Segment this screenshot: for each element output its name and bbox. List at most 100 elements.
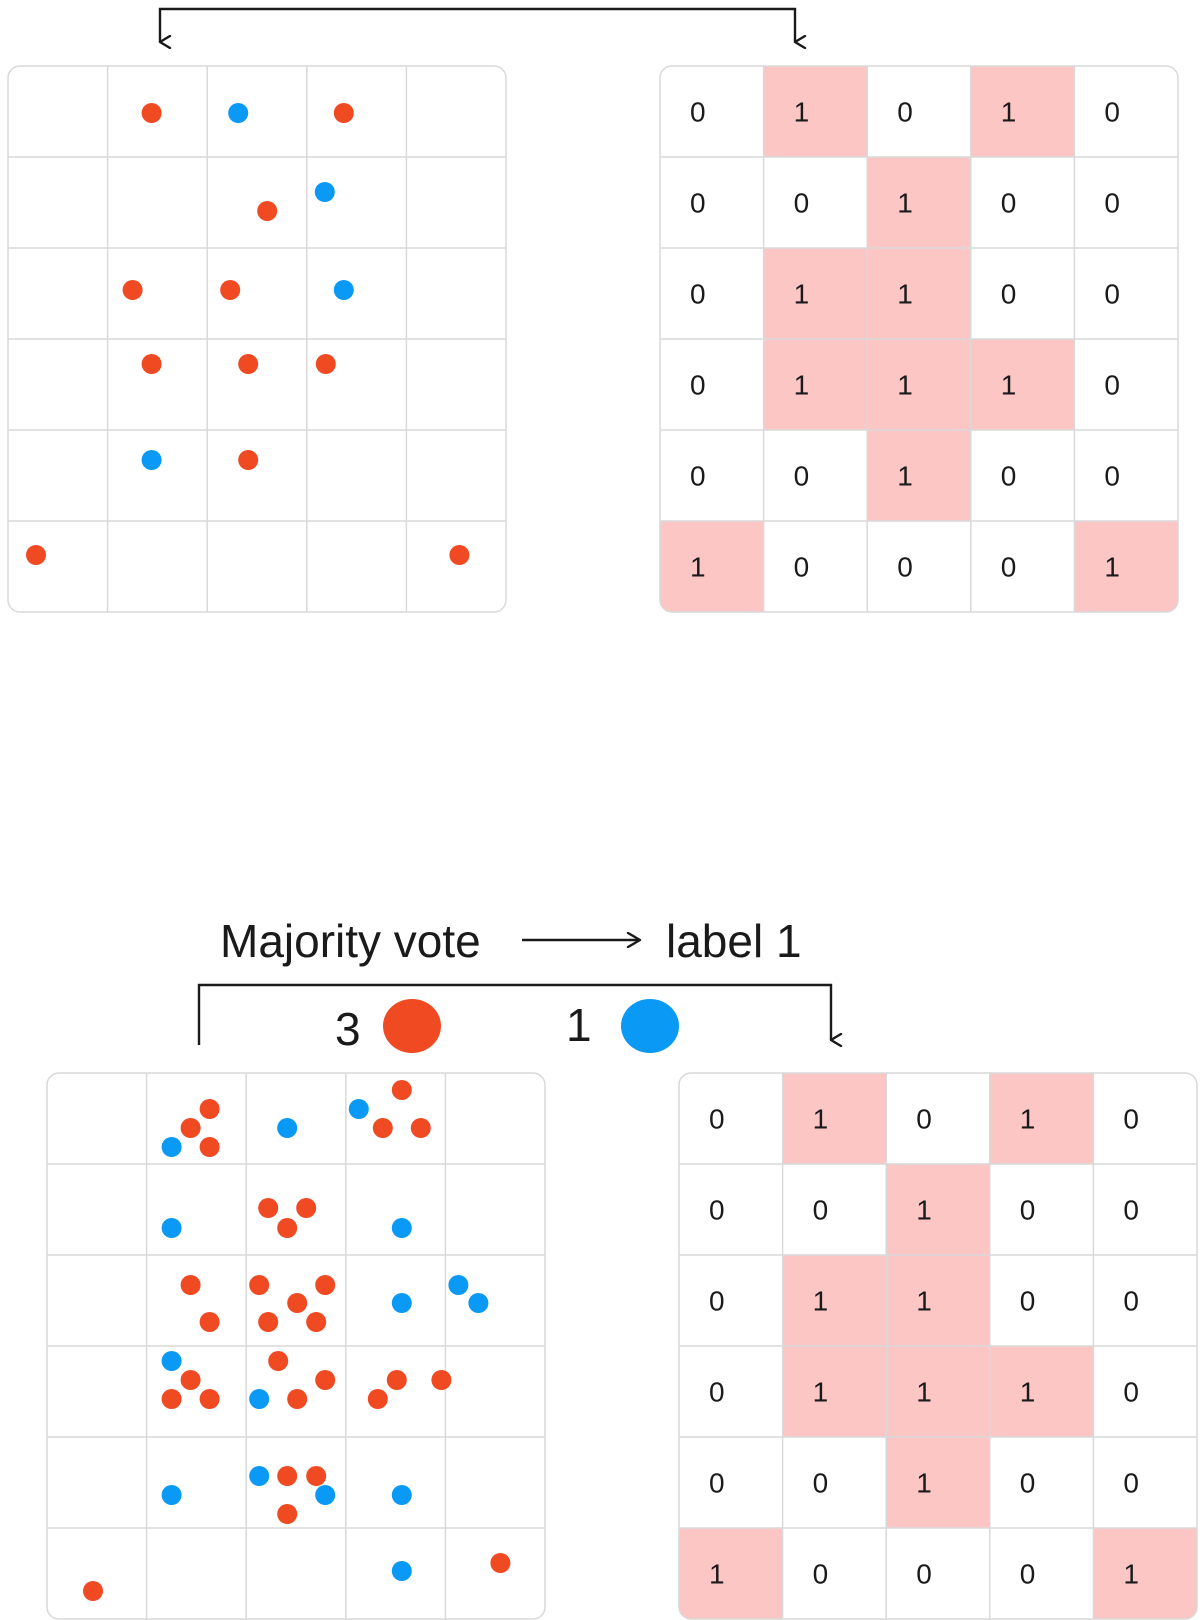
red-point (257, 201, 278, 221)
label-cell-value: 0 (709, 1286, 725, 1317)
grid-border (678, 1072, 1198, 1620)
highlight-cell (886, 1164, 990, 1255)
blue-point (391, 1218, 412, 1238)
label-cell-value: 0 (1104, 461, 1120, 492)
highlight-cell (660, 521, 764, 612)
red-point (83, 1581, 103, 1601)
label-cell-value: 0 (709, 1468, 725, 1499)
highlight-cell (867, 157, 971, 248)
label-cell-value: 0 (1104, 97, 1120, 128)
red-point (199, 1137, 220, 1157)
blue-point (391, 1485, 412, 1505)
label-cell-value: 0 (709, 1377, 725, 1408)
highlight-cell (1074, 521, 1178, 612)
label-cell-value: 0 (794, 552, 810, 583)
highlight-cell (1093, 1528, 1197, 1619)
highlight-cell (886, 1346, 990, 1437)
red-point (315, 1370, 336, 1390)
grid-border (46, 1072, 546, 1620)
red-point (449, 545, 470, 565)
red-point (386, 1370, 407, 1390)
blue-point (468, 1293, 489, 1313)
top-label-grid: 0 1 0 1 0 0 0 1 0 0 0 1 1 0 0 0 1 1 1 0 0 0 1 0 0 1 0 0 0 1 (659, 65, 1179, 613)
blue-point (448, 1275, 469, 1295)
red-point (199, 1389, 220, 1409)
highlight-cell (970, 339, 1075, 430)
label-cell-value: 0 (1123, 1195, 1139, 1226)
vote-red-dot (383, 999, 441, 1053)
red-point (238, 354, 259, 374)
red-point (277, 1466, 298, 1486)
highlight-cell (763, 248, 868, 339)
label-cell-value: 1 (794, 97, 810, 128)
red-point (306, 1312, 327, 1332)
red-point (410, 1118, 431, 1138)
red-point (372, 1118, 393, 1138)
label-cell-value: 1 (813, 1104, 829, 1135)
blue-point (277, 1118, 298, 1138)
highlight-cell (989, 1073, 1094, 1164)
blue-point (141, 450, 162, 470)
label-cell-value: 0 (1123, 1468, 1139, 1499)
blue-point (315, 1485, 336, 1505)
label-cell-value: 0 (897, 552, 913, 583)
label-cell-value: 0 (709, 1104, 725, 1135)
red-point (315, 1275, 336, 1295)
red-point (238, 450, 259, 470)
label-cell-value: 0 (916, 1559, 932, 1590)
red-point (268, 1351, 289, 1371)
highlight-cell (867, 339, 971, 430)
label-cell-value: 0 (690, 279, 706, 310)
label-cell-value: 1 (1001, 97, 1017, 128)
label-cell-value: 1 (1123, 1559, 1139, 1590)
label-cell-value: 1 (1020, 1377, 1036, 1408)
label-cell-value: 0 (1104, 279, 1120, 310)
label-cell-value: 1 (690, 552, 706, 583)
blue-point (314, 182, 335, 202)
label-cell-value: 0 (1123, 1104, 1139, 1135)
red-point (26, 545, 46, 565)
highlight-cell (782, 1346, 887, 1437)
label-cell-value: 1 (813, 1286, 829, 1317)
red-point (306, 1466, 327, 1486)
blue-point (333, 280, 354, 300)
label-cell-value: 0 (916, 1104, 932, 1135)
label-cell-value: 0 (1123, 1377, 1139, 1408)
label-cell-value: 1 (897, 370, 913, 401)
highlight-cell (782, 1255, 887, 1346)
blue-point (391, 1561, 412, 1581)
red-point (296, 1198, 317, 1218)
label-cell-value: 1 (1104, 552, 1120, 583)
bottom-label-grid: 0 1 0 1 0 0 0 1 0 0 0 1 1 0 0 0 1 1 1 0 0 0 1 0 0 1 0 0 0 1 (678, 1072, 1198, 1620)
label-cell-value: 0 (709, 1195, 725, 1226)
red-point (258, 1198, 279, 1218)
blue-point (161, 1218, 182, 1238)
blue-point (249, 1389, 270, 1409)
vote-blue-dot (621, 999, 679, 1053)
label-cell-value: 1 (709, 1559, 725, 1590)
label-cell-value: 0 (1020, 1195, 1036, 1226)
label-cell-value: 0 (897, 97, 913, 128)
blue-point (249, 1466, 270, 1486)
highlight-cell (763, 339, 868, 430)
majority-vote-caption: Majority vote (220, 915, 481, 967)
red-point (258, 1312, 279, 1332)
label-cell-value: 0 (1001, 188, 1017, 219)
bottom-connector-arrow (197, 983, 831, 1045)
label-cell-value: 0 (1001, 279, 1017, 310)
label-cell-value: 1 (897, 461, 913, 492)
blue-point (348, 1099, 369, 1119)
red-point (315, 354, 336, 374)
grid-border (659, 65, 1179, 613)
red-point (287, 1293, 308, 1313)
red-point (141, 354, 162, 374)
highlight-cell (763, 66, 868, 157)
label-cell-value: 1 (916, 1468, 932, 1499)
label-cell-value: 1 (794, 279, 810, 310)
red-point (391, 1080, 412, 1100)
highlight-cell (679, 1528, 783, 1619)
vote-blue-count: 1 (566, 999, 592, 1051)
label-cell-value: 1 (916, 1195, 932, 1226)
blue-point (391, 1293, 412, 1313)
